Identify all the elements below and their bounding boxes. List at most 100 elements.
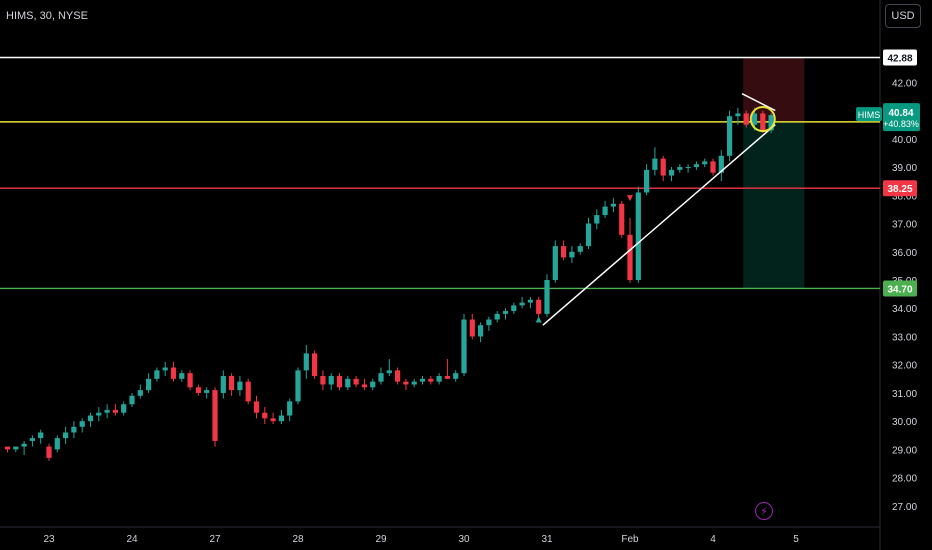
candle-body [295, 370, 301, 402]
x-tick-label: Feb [621, 534, 639, 545]
y-tick-label: 40.00 [892, 135, 917, 146]
candle-body [502, 311, 509, 314]
candle-body [386, 370, 392, 374]
sell-triangle-marker [627, 195, 633, 202]
candle-body [378, 373, 384, 382]
trendline [542, 124, 776, 326]
candle-body [660, 158, 666, 176]
buy-triangle-marker [535, 316, 542, 323]
candle-body [552, 246, 558, 280]
candle-body [336, 376, 343, 388]
level-price-tag [883, 180, 917, 197]
y-tick-label: 30.00 [892, 417, 917, 428]
lightning-bolt-icon[interactable]: ⚡ [755, 502, 773, 520]
last-price-tag [883, 103, 920, 132]
candle-body [419, 378, 426, 382]
candle-body [245, 381, 251, 402]
candle-body [262, 412, 268, 419]
candle-body [577, 246, 583, 252]
candle-body [187, 373, 193, 388]
candle-body [428, 378, 434, 382]
candle-body [121, 404, 127, 413]
candle-body [668, 169, 675, 176]
candle-body [237, 381, 243, 391]
candle-body [469, 319, 475, 337]
last-price-value: 40.84 [888, 108, 913, 119]
candle-body [54, 438, 60, 450]
symbol-title: HIMS, 30, NYSE [6, 10, 88, 22]
candle-body [693, 164, 699, 168]
candle-body [395, 370, 401, 382]
candle-body [212, 390, 218, 441]
candle-body [353, 378, 359, 385]
candle-body [536, 299, 542, 314]
y-tick-label: 29.00 [892, 445, 917, 456]
x-tick-label: 31 [541, 534, 553, 545]
candle-body [602, 206, 608, 216]
y-tick-label: 32.00 [892, 361, 917, 372]
candle-body [444, 376, 450, 379]
candle-body [79, 421, 85, 427]
candle-body [569, 251, 575, 258]
candle-body [619, 203, 625, 235]
candle-body [710, 161, 716, 173]
candle-body [278, 415, 284, 422]
candle-body [652, 158, 658, 170]
candle-body [361, 384, 367, 388]
candle-body [312, 353, 318, 376]
candle-body [370, 381, 376, 388]
candle-body [702, 161, 708, 165]
candle-body [96, 412, 102, 416]
candle-body [403, 381, 409, 385]
candle-body [453, 373, 459, 379]
candle-body [303, 353, 309, 371]
candle-body [112, 409, 118, 413]
candle-body [29, 438, 35, 441]
candle-body [71, 426, 77, 433]
candle-body [751, 113, 758, 125]
candle-body [4, 446, 11, 450]
x-tick-label: 30 [458, 534, 470, 545]
candle-body [46, 446, 52, 458]
x-tick-label: 28 [292, 534, 304, 545]
candle-body [635, 192, 641, 280]
candle-body [627, 234, 633, 280]
candle-body [38, 432, 44, 439]
candle-body [162, 367, 168, 371]
level-price-text: 42.88 [887, 54, 912, 65]
y-tick-label: 27.00 [892, 502, 917, 513]
candle-body [511, 305, 517, 312]
y-tick-label: 34.00 [892, 304, 917, 315]
candle-body [718, 155, 724, 173]
level-price-tag [883, 280, 917, 297]
candle-body [594, 215, 600, 224]
candle-body [204, 390, 210, 393]
x-tick-label: 24 [126, 534, 138, 545]
candle-body [478, 325, 484, 337]
candle-body [760, 113, 766, 131]
y-tick-label: 31.00 [892, 389, 917, 400]
candle-body [287, 401, 293, 416]
candle-body [411, 381, 417, 385]
candle-body [768, 115, 774, 131]
candle-body [21, 443, 27, 447]
candle-body [494, 313, 500, 320]
candle-body [328, 376, 334, 385]
candle-body [727, 116, 733, 156]
candle-body [544, 280, 550, 314]
candle-body [146, 378, 152, 391]
candle-body [677, 167, 683, 170]
candle-body [610, 203, 616, 207]
candle-body [345, 378, 351, 388]
candle-body [137, 390, 143, 396]
candle-body [461, 319, 467, 374]
candle-body [229, 376, 235, 391]
highlight-circle [749, 106, 776, 133]
candle-body [644, 169, 650, 193]
currency-button[interactable]: USD [885, 4, 921, 28]
candle-body [195, 387, 201, 393]
candle-body [179, 373, 185, 379]
candle-body [685, 167, 691, 169]
y-tick-label: 37.00 [892, 220, 917, 231]
